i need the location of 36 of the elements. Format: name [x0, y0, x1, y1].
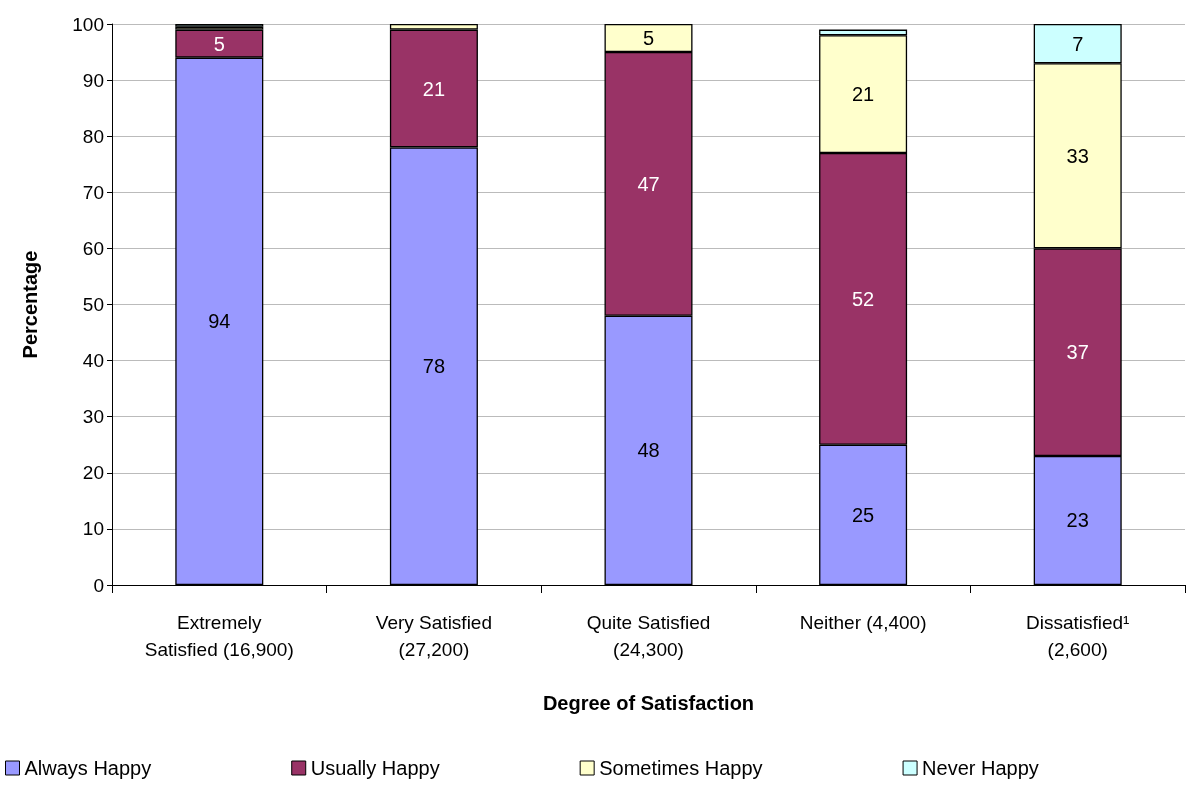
x-tick-label: Very Satisfied (27,200) [375, 612, 492, 660]
data-label: 33 [1066, 144, 1089, 167]
y-tick-label: 40 [82, 350, 104, 372]
x-tick-label: Neither (4,400) [799, 612, 927, 633]
data-label: 78 [422, 355, 446, 378]
legend-label: Sometimes Happy [599, 757, 763, 779]
y-tick-label: 50 [82, 294, 104, 315]
data-label: 94 [208, 310, 231, 333]
x-tick-label: Extremely Satisfied (16,900) [144, 612, 294, 660]
y-tick-label: 20 [82, 462, 104, 484]
data-label: 7 [1072, 32, 1084, 55]
y-tick-label: 100 [72, 13, 104, 35]
data-label: 5 [213, 32, 225, 55]
y-tick-label: 10 [82, 518, 104, 540]
data-label: 48 [637, 439, 660, 462]
x-axis-title: Degree of Satisfaction [542, 692, 755, 714]
y-tick-label: 0 [93, 574, 104, 596]
legend-label: Usually Happy [310, 757, 440, 779]
data-label: 25 [851, 503, 875, 526]
data-label: 5 [642, 27, 655, 50]
data-label: 21 [851, 83, 875, 106]
data-label: 52 [851, 287, 875, 310]
y-tick-label: 90 [82, 69, 104, 91]
data-label: 21 [422, 77, 446, 100]
x-tick-label: Dissatisfied¹ (2,600) [1025, 612, 1130, 660]
legend-label: Never Happy [922, 757, 1039, 779]
data-label: 47 [637, 172, 660, 195]
data-label: 23 [1066, 509, 1089, 532]
y-tick-label: 80 [82, 125, 104, 147]
y-tick-label: 70 [82, 181, 104, 203]
y-tick-label: 30 [82, 406, 104, 428]
data-label: 37 [1066, 341, 1089, 364]
legend-label: Always Happy [24, 757, 152, 779]
x-tick-label: Quite Satisfied (24,300) [586, 612, 711, 660]
y-axis-title: Percentage [19, 250, 41, 359]
y-tick-label: 60 [82, 237, 104, 259]
